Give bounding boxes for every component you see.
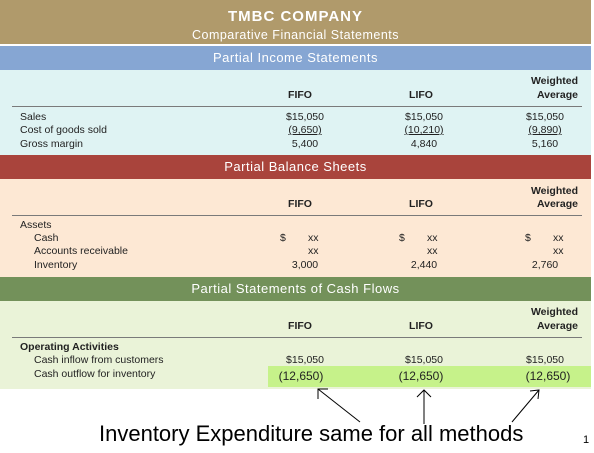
arrow-fifo <box>318 389 360 422</box>
page-number: 1 <box>583 434 589 446</box>
arrow-wa <box>512 390 539 422</box>
caption-text: Inventory Expenditure same for all metho… <box>99 421 523 447</box>
arrow-lifo <box>417 390 431 424</box>
